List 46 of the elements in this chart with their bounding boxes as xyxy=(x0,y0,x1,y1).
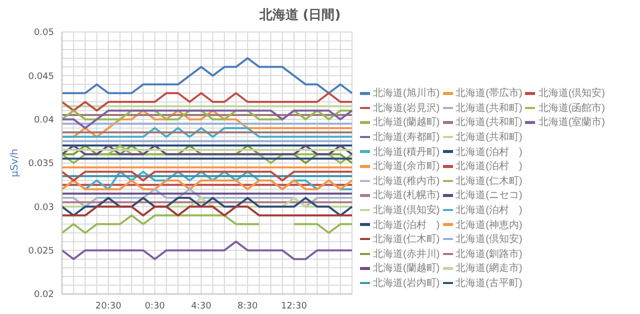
y-tick-label: 0.045 xyxy=(28,72,54,82)
legend-label: 北海道(共和町) xyxy=(456,116,522,130)
line-series xyxy=(61,57,353,94)
legend-label: 北海道(蘭越町) xyxy=(373,116,440,130)
legend-label: 北海道(寿都町) xyxy=(373,130,440,144)
legend-label: 北海道(札幌市) xyxy=(373,188,440,202)
legend-label: 北海道(神恵内) xyxy=(456,218,522,232)
legend-label: 北海道(古平町) xyxy=(456,276,522,290)
y-tick-label: 0.03 xyxy=(34,202,54,213)
legend-label: 北海道(倶知安) xyxy=(538,86,606,100)
chart-title: 北海道 (日間) xyxy=(258,7,342,24)
y-axis-title: μSv/h xyxy=(10,148,21,178)
y-tick-label: 0.04 xyxy=(34,116,54,126)
legend-label: 北海道(倶知安) xyxy=(373,204,440,218)
legend-label: 北海道(倶知安) xyxy=(456,232,522,246)
legend-label: 北海道(余市町) xyxy=(373,160,440,174)
legend-label: 北海道(旭川市) xyxy=(373,86,440,100)
legend-label: 北海道(泊村 ) xyxy=(373,218,440,232)
legend-label: 北海道(岩内町) xyxy=(373,276,440,290)
x-tick-label: 4:30 xyxy=(191,301,212,312)
legend-label: 北海道(泊村 ) xyxy=(456,160,522,174)
x-tick-label: 8:30 xyxy=(237,301,258,312)
y-tick-label: 0.035 xyxy=(28,159,54,170)
legend-label: 北海道(赤井川) xyxy=(373,248,440,261)
y-tick-label: 0.025 xyxy=(28,246,54,257)
legend-label: 北海道(蘭越町) xyxy=(373,262,440,276)
legend-label: 北海道(泊村 ) xyxy=(456,146,522,159)
legend-label: 北海道(積丹町) xyxy=(373,146,440,159)
y-tick-label: 0.02 xyxy=(34,290,54,300)
legend-label: 北海道(釧路市) xyxy=(456,248,522,261)
legend-label: 北海道(網走市) xyxy=(456,262,522,276)
legend-label: 北海道(泊村 ) xyxy=(456,204,522,218)
x-tick-label: 20:30 xyxy=(95,301,122,312)
x-tick-label: 12:30 xyxy=(281,301,308,312)
x-tick-label: 0:30 xyxy=(144,301,166,312)
legend-label: 北海道(仁木町) xyxy=(456,174,522,188)
legend-label: 北海道(共和町) xyxy=(456,130,522,144)
legend-label: 北海道(ニセコ) xyxy=(456,188,522,202)
y-tick-label: 0.05 xyxy=(34,28,54,38)
legend-label: 北海道(室蘭市) xyxy=(538,116,606,130)
legend-label: 北海道(帯広市) xyxy=(456,86,522,100)
legend-label: 北海道(岩見沢) xyxy=(373,102,440,115)
legend-label: 北海道(仁木町) xyxy=(373,232,440,246)
legend-label: 北海道(稚内市) xyxy=(373,174,440,188)
legend-label: 北海道(函館市) xyxy=(538,102,606,115)
legend-label: 北海道(共和町) xyxy=(456,102,522,115)
